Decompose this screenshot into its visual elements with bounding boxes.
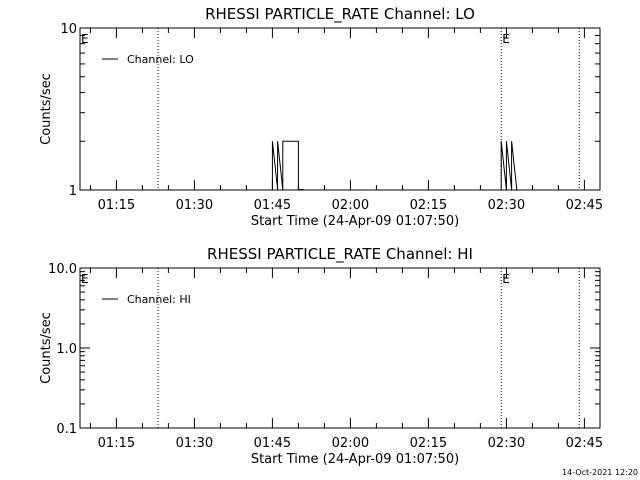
chart-title: RHESSI PARTICLE_RATE Channel: HI	[207, 245, 473, 264]
x-tick-label: 02:15	[410, 436, 447, 451]
x-tick-label: 01:30	[176, 436, 213, 451]
x-tick-label: 01:15	[98, 198, 135, 213]
x-tick-label: 02:00	[332, 198, 369, 213]
timestamp: 14-Oct-2021 12:20	[562, 468, 638, 477]
x-tick-label: 02:30	[488, 436, 525, 451]
y-axis-label: Counts/sec	[39, 312, 54, 384]
x-tick-label: 02:30	[488, 198, 525, 213]
x-tick-label: 02:45	[566, 436, 603, 451]
edge-marker: E	[502, 272, 510, 286]
data-line	[271, 140, 304, 190]
x-tick-label: 02:15	[410, 198, 447, 213]
x-tick-label: 01:45	[254, 436, 291, 451]
chart-panel-1: RHESSI PARTICLE_RATE Channel: LO 01:15 01:…	[39, 5, 603, 229]
x-tick-label: 02:45	[566, 198, 603, 213]
legend-label: Channel: LO	[127, 53, 194, 66]
chart-title: RHESSI PARTICLE_RATE Channel: LO	[205, 5, 475, 24]
edge-marker: E	[81, 272, 89, 286]
plot-frame	[79, 27, 601, 191]
x-axis-label: Start Time (24-Apr-09 01:07:50)	[251, 214, 459, 229]
x-tick-label: 01:30	[176, 198, 213, 213]
x-axis-label: Start Time (24-Apr-09 01:07:50)	[251, 452, 459, 467]
data-line	[500, 141, 518, 190]
y-tick-label: 10	[60, 22, 77, 37]
y-tick-label: 1.0	[56, 342, 77, 357]
x-tick-label: 01:45	[254, 198, 291, 213]
legend-label: Channel: HI	[127, 293, 191, 306]
x-tick-label: 02:00	[332, 436, 369, 451]
y-tick-label: 1	[69, 184, 77, 199]
x-tick-label: 01:15	[98, 436, 135, 451]
chart-panel-2: RHESSI PARTICLE_RATE Channel: HI 01:15 01:…	[39, 245, 603, 467]
edge-marker: E	[502, 32, 510, 46]
y-tick-label: 0.1	[56, 422, 77, 437]
y-tick-label: 10.0	[48, 262, 77, 277]
edge-marker: E	[81, 32, 89, 46]
y-axis-label: Counts/sec	[39, 73, 54, 145]
